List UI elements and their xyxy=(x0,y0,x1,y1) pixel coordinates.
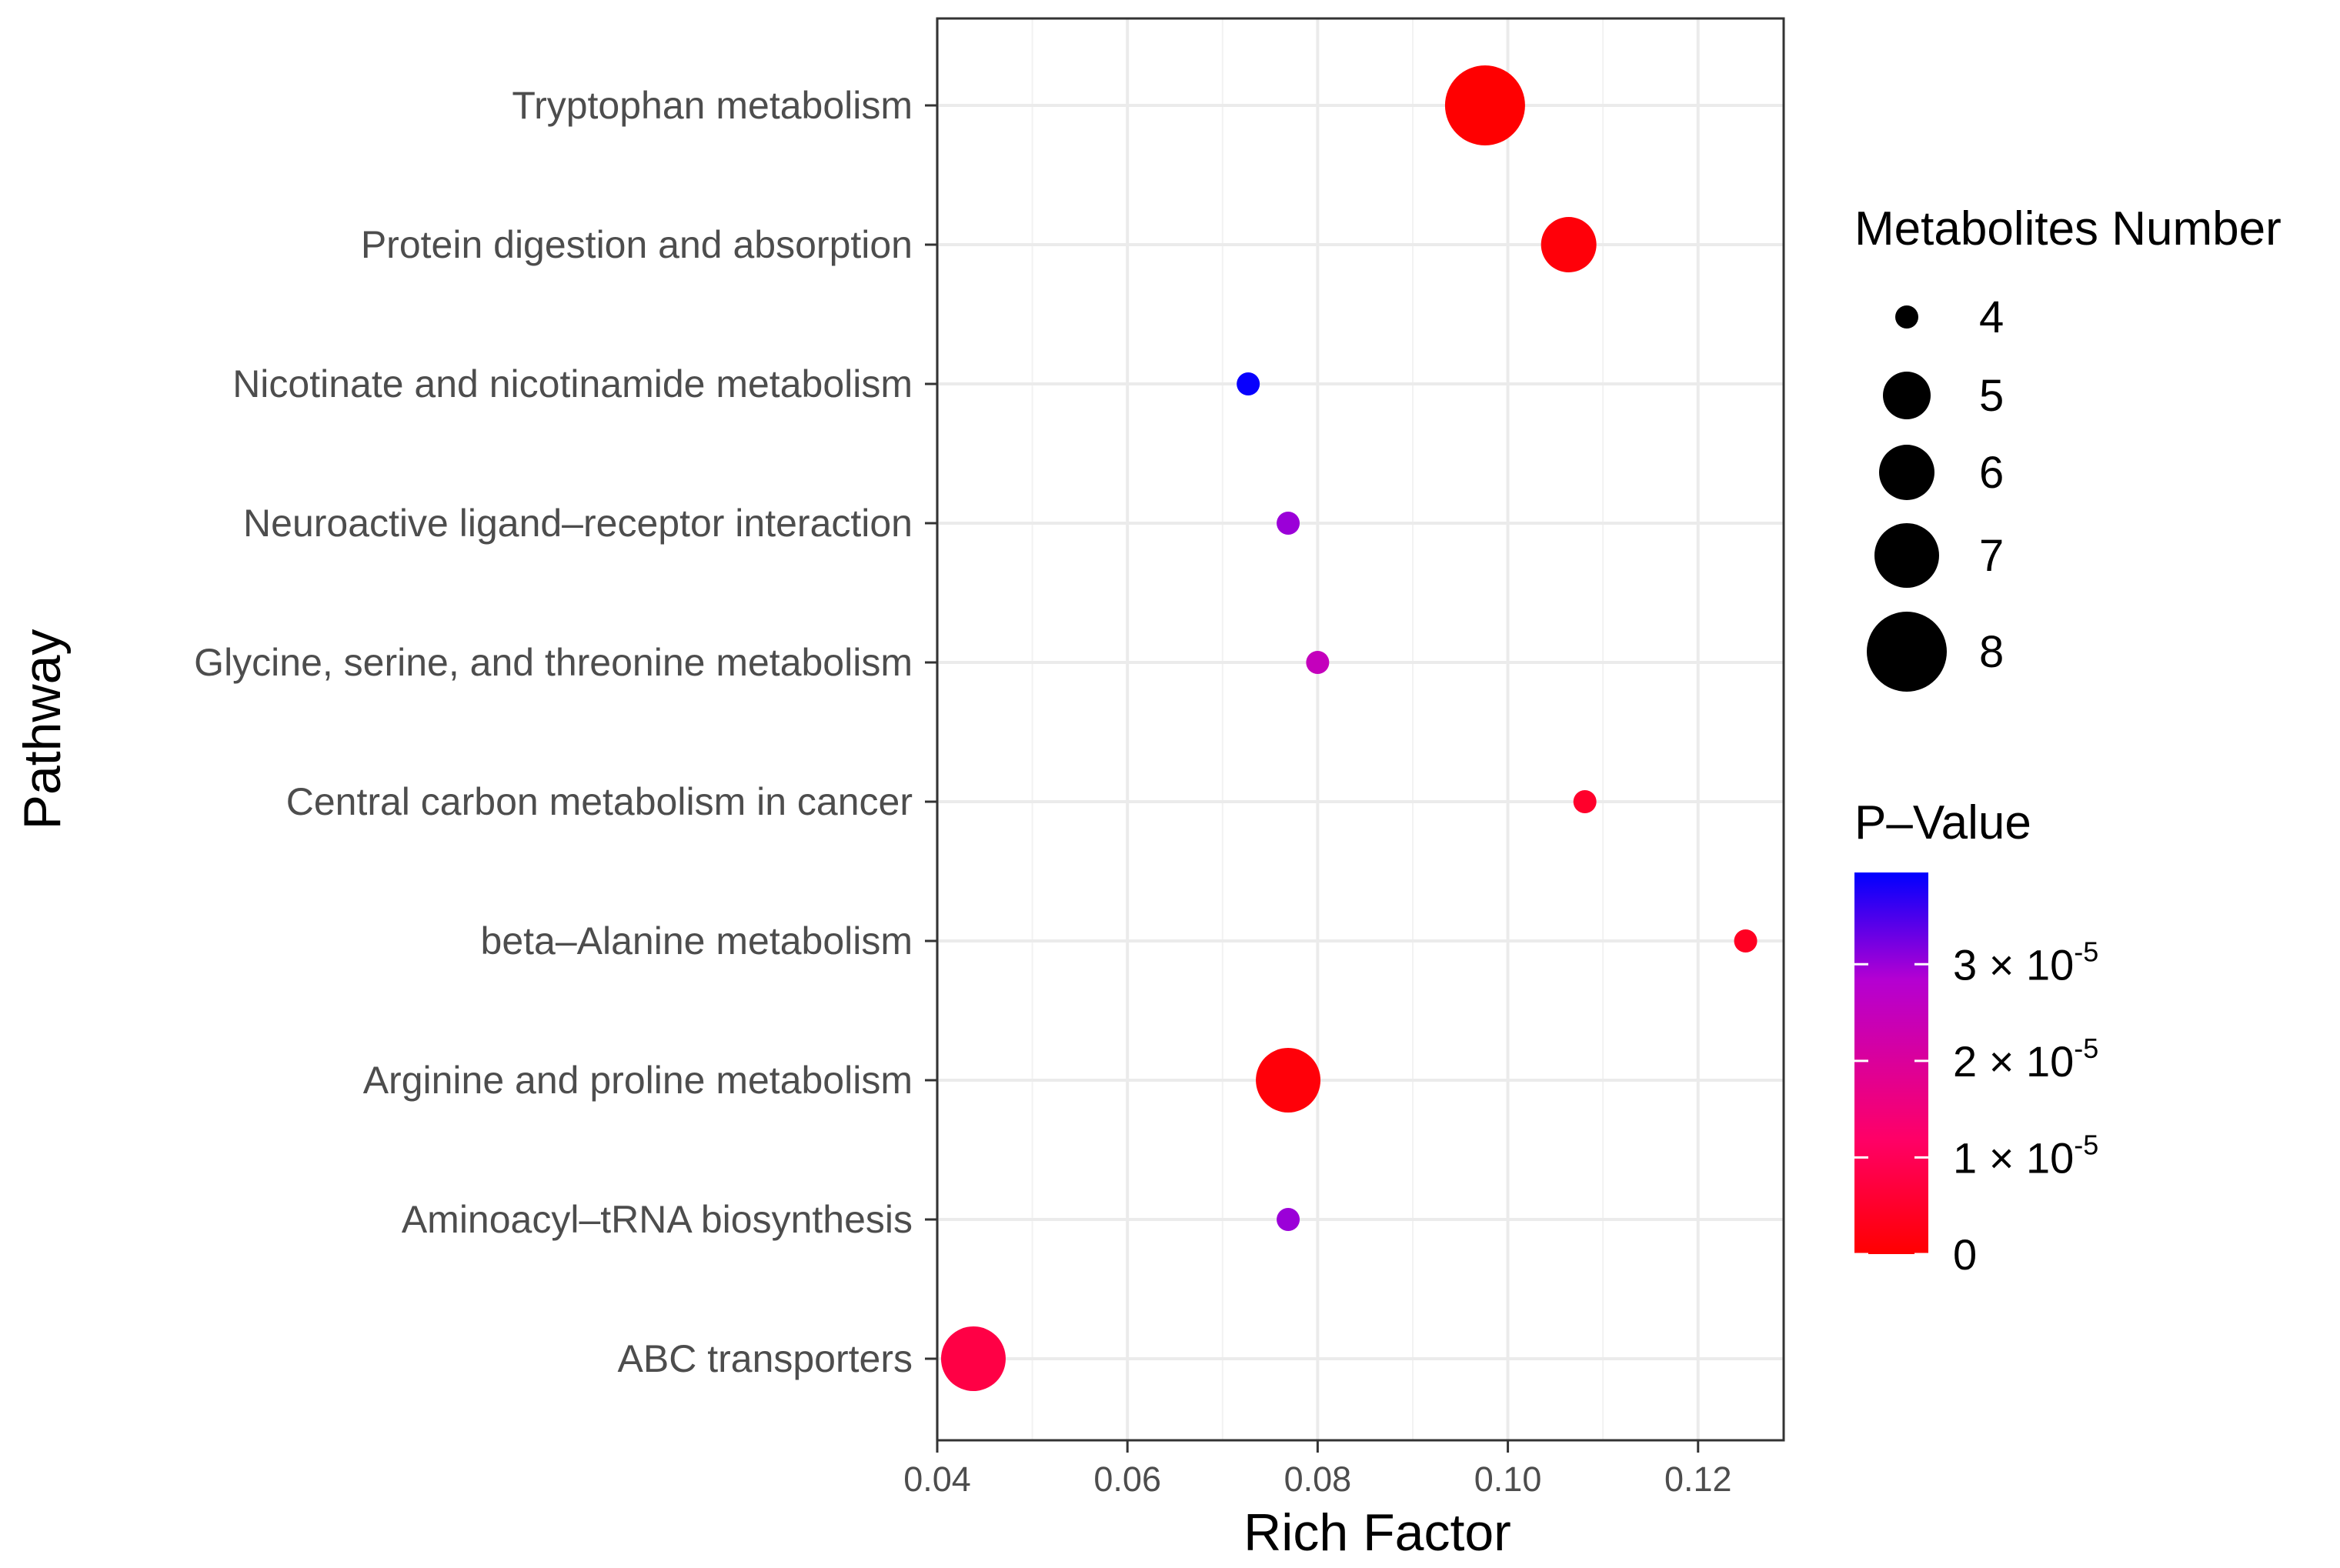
x-tick-label: 0.12 xyxy=(1664,1460,1732,1499)
plot-panel xyxy=(937,18,1784,1440)
data-point xyxy=(1444,65,1525,145)
x-tick-label: 0.06 xyxy=(1093,1460,1161,1499)
data-point xyxy=(1277,512,1300,535)
data-point xyxy=(1237,372,1260,395)
color-legend-label: 2 × 10-5 xyxy=(1953,1033,2098,1086)
x-tick-label: 0.10 xyxy=(1474,1460,1542,1499)
y-tick-label: Neuroactive ligand–receptor interaction xyxy=(243,502,913,545)
data-point xyxy=(1256,1048,1321,1113)
data-point xyxy=(1734,929,1758,952)
y-tick-label: beta–Alanine metabolism xyxy=(481,919,913,962)
y-tick-label: Arginine and proline metabolism xyxy=(363,1059,913,1102)
data-point xyxy=(1306,651,1330,674)
y-tick-label: ABC transporters xyxy=(618,1337,913,1380)
size-legend-label: 5 xyxy=(1979,371,2004,421)
color-legend-bar xyxy=(1854,872,1928,1254)
y-tick-label: Aminoacyl–tRNA biosynthesis xyxy=(402,1198,913,1241)
size-legend-label: 6 xyxy=(1979,448,2004,498)
y-tick-label: Central carbon metabolism in cancer xyxy=(286,780,913,823)
size-legend-label: 4 xyxy=(1979,292,2004,342)
size-legend-label: 7 xyxy=(1979,531,2004,581)
x-axis-title: Rich Factor xyxy=(1243,1503,1511,1562)
color-legend-label: 1 × 10-5 xyxy=(1953,1129,2098,1182)
y-tick-label: Tryptophan metabolism xyxy=(512,84,913,127)
size-legend-label: 8 xyxy=(1979,627,2004,677)
data-points xyxy=(940,65,1758,1391)
size-legend-title: Metabolites Number xyxy=(1854,202,2282,255)
plot-border xyxy=(936,17,1785,1442)
color-legend: 3 × 10-5 2 × 10-5 1 × 10-5 0 xyxy=(1854,936,2098,1279)
data-point xyxy=(940,1326,1006,1391)
size-legend-key xyxy=(1879,445,1934,500)
y-tick-label: Nicotinate and nicotinamide metabolism xyxy=(232,362,913,405)
y-axis-title: Pathway xyxy=(13,629,72,830)
data-point xyxy=(1573,790,1597,813)
grid xyxy=(936,18,1784,1440)
size-legend-key xyxy=(1874,523,1939,588)
y-tick-label: Protein digestion and absorption xyxy=(361,223,913,266)
color-legend-title: P–Value xyxy=(1854,796,2031,849)
x-tick-label: 0.04 xyxy=(903,1460,971,1499)
size-legend-key xyxy=(1867,612,1947,692)
size-legend: 4 5 6 7 8 xyxy=(1867,292,2004,692)
data-point xyxy=(1277,1208,1300,1231)
color-legend-label: 3 × 10-5 xyxy=(1953,936,2098,989)
x-tick-label: 0.08 xyxy=(1284,1460,1352,1499)
y-tick-label: Glycine, serine, and threonine metabolis… xyxy=(194,641,913,684)
data-point xyxy=(1541,217,1597,272)
axes: 0.04 0.06 0.08 0.10 0.12 Tryptophan metabolis… xyxy=(194,84,1731,1499)
color-legend-label: 0 xyxy=(1953,1230,1977,1279)
size-legend-key xyxy=(1895,305,1918,329)
size-legend-key xyxy=(1883,372,1931,419)
